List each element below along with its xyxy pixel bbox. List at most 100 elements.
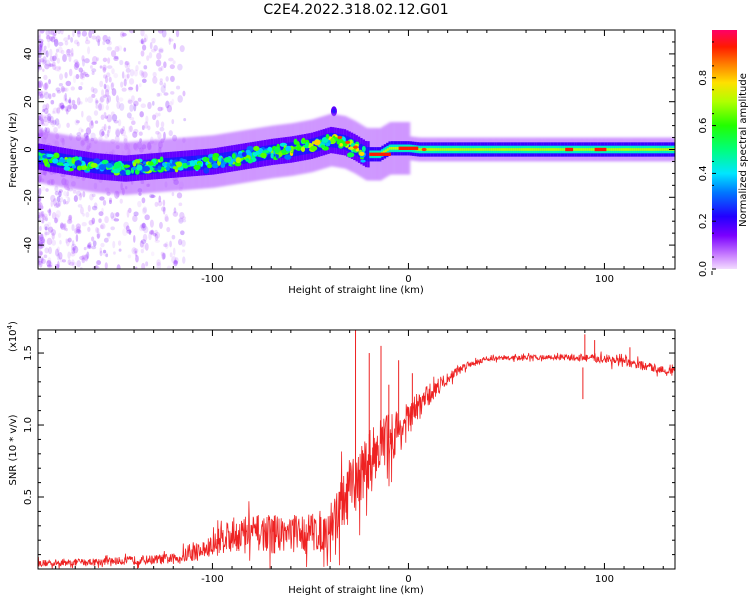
spectrogram-core-line: [463, 148, 466, 151]
spectrogram-noise-dot: [113, 120, 119, 124]
spectrogram-noise-dot: [139, 39, 143, 44]
spectrogram-noise-dot: [144, 121, 149, 129]
spectrogram-noise-dot: [67, 216, 73, 224]
spectrogram-noise-dot: [56, 107, 61, 114]
spectrogram-noise-dot: [67, 197, 71, 203]
spectrogram-peak: [398, 146, 409, 150]
spectrogram-ytick-label: 40: [23, 48, 34, 61]
spectrogram-noise-dot: [51, 120, 56, 128]
spectrogram-noise-dot: [157, 132, 162, 139]
spectrogram-core-line: [492, 148, 495, 151]
spectrogram-core-line: [657, 148, 660, 151]
spectrogram-noise-dot: [68, 214, 73, 221]
spectrogram-noise-dot: [48, 93, 52, 100]
spectrogram-noise-dot: [78, 193, 82, 201]
spectrogram-noise-dot: [40, 90, 43, 97]
spectrogram-core-line: [449, 148, 452, 151]
spectrogram-noise-dot: [71, 47, 74, 57]
spectrogram-core-line: [531, 148, 534, 151]
spectrogram-core-line: [551, 148, 554, 151]
spectrogram-noise-dot: [38, 45, 41, 51]
spectrogram-noise-dot: [45, 50, 49, 58]
spectrogram-noise-dot: [43, 107, 49, 115]
spectrogram-noise-dot: [67, 104, 73, 110]
spectrogram-noise-dot: [52, 119, 57, 126]
spectrogram-blob: [71, 159, 76, 164]
spectrogram-noise-dot: [83, 246, 87, 251]
spectrogram-core-line: [614, 148, 617, 151]
spectrogram-noise-dot: [59, 102, 65, 110]
spectrogram-noise-dot: [56, 57, 61, 64]
spectrogram-noise-dot: [79, 101, 83, 105]
spectrogram-noise-dot: [138, 131, 143, 136]
spectrogram-noise-dot: [174, 257, 179, 263]
spectrogram-noise-dot: [126, 62, 131, 69]
spectrogram-noise-dot: [142, 233, 148, 242]
spectrogram-blob: [193, 164, 201, 170]
spectrogram-noise-dot: [122, 126, 125, 132]
spectrogram-noise-dot: [97, 38, 100, 47]
colorbar-tick-label: 0.2: [698, 213, 709, 229]
spectrogram-noise-dot: [175, 30, 180, 38]
spectrogram-noise-dot: [158, 67, 162, 72]
snr-plot-area: [38, 330, 675, 569]
spectrogram-noise-dot: [44, 231, 50, 236]
spectrogram-noise-dot: [140, 70, 145, 78]
spectrogram-noise-dot: [38, 34, 41, 41]
spectrogram-blob: [320, 144, 326, 149]
spectrogram-core-line: [545, 148, 548, 151]
spectrogram-noise-dot: [166, 265, 172, 269]
spectrogram-noise-dot: [42, 104, 47, 111]
spectrogram-core-line: [573, 148, 576, 151]
spectrogram-noise-dot: [95, 100, 99, 104]
spectrogram-noise-dot: [182, 219, 187, 223]
spectrogram-core-line: [582, 148, 585, 151]
spectrogram-noise-dot: [144, 214, 150, 221]
spectrogram-core-line: [637, 148, 640, 151]
spectrogram-noise-dot: [156, 259, 161, 267]
spectrogram-noise-dot: [179, 45, 185, 53]
spectrogram-noise-dot: [44, 217, 48, 222]
spectrogram-noise-dot: [119, 103, 125, 111]
spectrogram-noise-dot: [66, 191, 70, 197]
spectrogram-core-line: [443, 148, 446, 151]
spectrogram-core-line: [620, 148, 623, 151]
spectrogram-noise-dot: [85, 211, 90, 218]
spectrogram-noise-dot: [56, 65, 61, 72]
spectrogram-noise-dot: [40, 91, 46, 99]
spectrogram-noise-dot: [90, 132, 96, 140]
spectrogram-core-line: [512, 148, 515, 151]
spectrogram-noise-dot: [156, 261, 162, 269]
spectrogram-blob: [310, 145, 318, 151]
spectrogram-noise-dot: [149, 219, 154, 228]
spectrogram-noise-dot: [157, 92, 162, 97]
spectrogram-noise-dot: [98, 103, 105, 111]
spectrogram-noise-dot: [56, 90, 61, 94]
spectrogram-core-line: [386, 148, 389, 151]
spectrogram-core-line: [559, 148, 562, 151]
spectrogram-noise-dot: [62, 198, 67, 205]
spectrogram-noise-dot: [127, 98, 132, 103]
spectrogram-noise-dot: [44, 91, 50, 100]
spectrogram-noise-dot: [43, 254, 48, 259]
spectrogram-noise-dot: [60, 49, 65, 55]
spectrogram-noise-dot: [154, 239, 160, 243]
spectrogram-noise-dot: [40, 258, 46, 264]
spectrogram-noise-dot: [99, 129, 105, 137]
spectrogram-ytick-label: 0: [23, 146, 34, 152]
spectrogram-noise-dot: [108, 199, 112, 205]
spectrogram-noise-dot: [154, 112, 159, 118]
spectrogram-noise-dot: [87, 243, 92, 248]
spectrogram-noise-dot: [115, 95, 119, 103]
spectrogram-noise-dot: [168, 130, 173, 137]
spectrogram-core-line: [618, 148, 621, 151]
spectrogram-noise-dot: [76, 97, 81, 106]
spectrogram-noise-dot: [38, 44, 42, 52]
spectrogram-noise-dot: [38, 200, 42, 207]
spectrogram-noise-dot: [79, 192, 83, 198]
spectrogram-noise-dot: [58, 66, 62, 70]
spectrogram-noise-dot: [47, 115, 51, 124]
spectrogram-noise-dot: [121, 87, 127, 92]
spectrogram-noise-dot: [163, 92, 169, 96]
spectrogram-noise-dot: [131, 120, 136, 126]
